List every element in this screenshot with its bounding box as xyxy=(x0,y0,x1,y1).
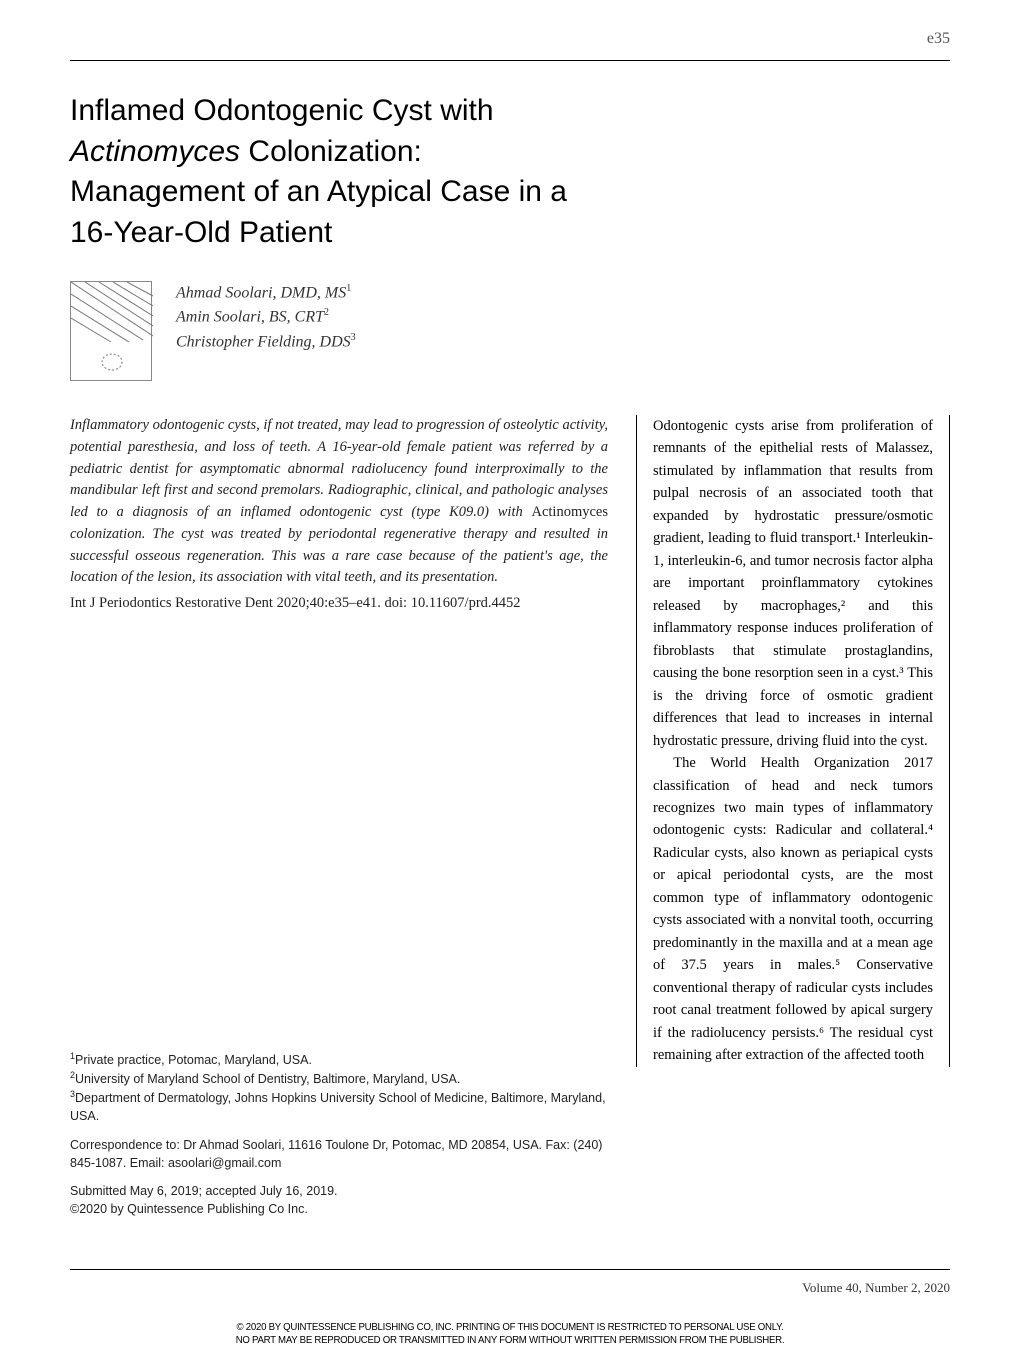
citation: Int J Periodontics Restorative Dent 2020… xyxy=(70,593,608,615)
abstract-text-2: colonization. The cyst was treated by pe… xyxy=(70,526,608,586)
correspondence: Correspondence to: Dr Ahmad Soolari, 116… xyxy=(70,1136,608,1172)
volume-issue: Volume 40, Number 2, 2020 xyxy=(802,1280,950,1296)
submitted-text: Submitted May 6, 2019; accepted July 16,… xyxy=(70,1184,338,1198)
header-row: Ahmad Soolari, DMD, MS1 Amin Soolari, BS… xyxy=(70,281,950,381)
title-line-2-rest: Colonization: xyxy=(240,135,422,168)
author-list: Ahmad Soolari, DMD, MS1 Amin Soolari, BS… xyxy=(176,281,356,354)
author-1-sup: 1 xyxy=(346,283,351,294)
title-italic-genus: Actinomyces xyxy=(70,135,240,168)
affiliations-block: 1Private practice, Potomac, Maryland, US… xyxy=(70,1050,608,1228)
author-2: Amin Soolari, BS, CRT2 xyxy=(176,305,356,329)
page-number: e35 xyxy=(927,30,950,48)
author-1: Ahmad Soolari, DMD, MS1 xyxy=(176,281,356,305)
affil-3-text: Department of Dermatology, Johns Hopkins… xyxy=(70,1091,606,1123)
abstract-text-1: Inflammatory odontogenic cysts, if not t… xyxy=(70,417,608,520)
abstract: Inflammatory odontogenic cysts, if not t… xyxy=(70,415,608,589)
abstract-genus: Actinomyces xyxy=(531,504,608,520)
affiliations: 1Private practice, Potomac, Maryland, US… xyxy=(70,1050,608,1126)
rule-top xyxy=(70,60,950,61)
footer-line-1: © 2020 BY QUINTESSENCE PUBLISHING CO, IN… xyxy=(237,1321,784,1333)
author-2-sup: 2 xyxy=(324,307,329,318)
journal-logo xyxy=(70,281,152,381)
footer-line-2: NO PART MAY BE REPRODUCED OR TRANSMITTED… xyxy=(236,1334,785,1346)
author-3-sup: 3 xyxy=(351,332,356,343)
body-paragraph-1: Odontogenic cysts arise from proliferati… xyxy=(653,415,933,752)
author-1-name: Ahmad Soolari, DMD, MS xyxy=(176,284,346,301)
submission-info: Submitted May 6, 2019; accepted July 16,… xyxy=(70,1182,608,1218)
copyright-inline: ©2020 by Quintessence Publishing Co Inc. xyxy=(70,1202,308,1216)
body-paragraph-2: The World Health Organization 2017 class… xyxy=(653,752,933,1067)
footer-copyright: © 2020 BY QUINTESSENCE PUBLISHING CO, IN… xyxy=(41,1321,979,1348)
left-column: Inflammatory odontogenic cysts, if not t… xyxy=(70,415,608,1067)
affil-1-text: Private practice, Potomac, Maryland, USA… xyxy=(75,1053,312,1067)
title-line-3: Management of an Atypical Case in a xyxy=(70,175,567,208)
journal-logo-svg xyxy=(71,282,153,382)
author-3: Christopher Fielding, DDS3 xyxy=(176,330,356,354)
article-title: Inflamed Odontogenic Cyst with Actinomyc… xyxy=(70,91,690,253)
affil-2-text: University of Maryland School of Dentist… xyxy=(75,1072,460,1086)
rule-bottom xyxy=(70,1269,950,1270)
title-line-4: 16-Year-Old Patient xyxy=(70,216,332,249)
author-3-name: Christopher Fielding, DDS xyxy=(176,333,351,350)
author-2-name: Amin Soolari, BS, CRT xyxy=(176,309,324,326)
title-line-1: Inflamed Odontogenic Cyst with xyxy=(70,94,494,127)
right-column: Odontogenic cysts arise from proliferati… xyxy=(636,415,950,1067)
two-column-layout: Inflammatory odontogenic cysts, if not t… xyxy=(70,415,950,1067)
